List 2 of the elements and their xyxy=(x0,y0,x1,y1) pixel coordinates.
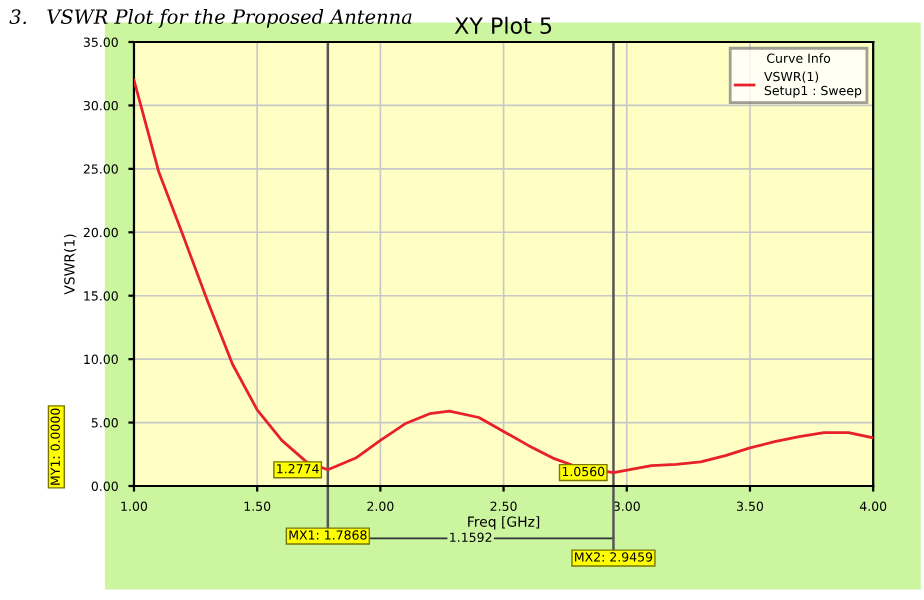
chart-title: XY Plot 5 xyxy=(454,16,552,34)
chart-subtitle: 3. VSWR Plot for the Proposed Antenna xyxy=(9,9,412,28)
